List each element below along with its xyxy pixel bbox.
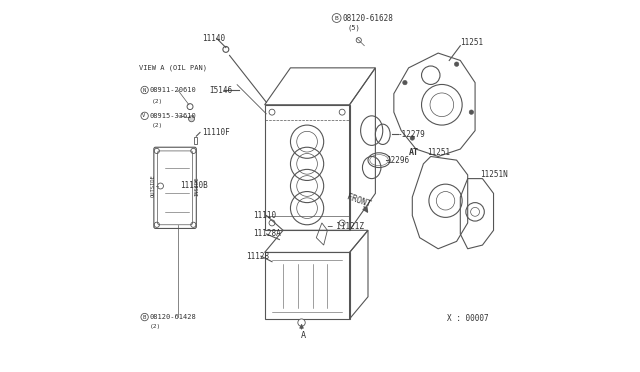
- Text: 08120-61628: 08120-61628: [342, 13, 393, 22]
- Text: 11251: 11251: [427, 148, 450, 157]
- Text: 11140: 11140: [202, 34, 225, 43]
- Text: OUTSIDE: OUTSIDE: [150, 174, 156, 198]
- Text: (5): (5): [348, 25, 360, 31]
- Text: AT: AT: [408, 148, 419, 157]
- Text: I5146: I5146: [209, 86, 232, 94]
- Text: B: B: [334, 16, 338, 20]
- Text: 12296: 12296: [387, 155, 410, 165]
- Text: ─ 11121Z: ─ 11121Z: [328, 222, 364, 231]
- Circle shape: [298, 319, 305, 326]
- Text: 08120-61428: 08120-61428: [149, 314, 196, 320]
- Text: B: B: [142, 315, 145, 320]
- Circle shape: [454, 62, 459, 66]
- Text: 11251: 11251: [460, 38, 483, 46]
- Text: 11128: 11128: [246, 251, 269, 261]
- Circle shape: [356, 38, 362, 43]
- Circle shape: [410, 136, 415, 140]
- Text: VIEW A (OIL PAN): VIEW A (OIL PAN): [139, 65, 207, 71]
- Text: V: V: [142, 113, 145, 118]
- Text: 11110: 11110: [253, 211, 276, 220]
- Text: (2): (2): [152, 99, 163, 103]
- Text: X : 00007: X : 00007: [447, 314, 489, 323]
- Text: 11251N: 11251N: [481, 170, 508, 179]
- Bar: [195, 137, 197, 144]
- Circle shape: [469, 110, 474, 114]
- Text: 08911-20610: 08911-20610: [149, 87, 196, 93]
- Text: (2): (2): [149, 324, 161, 329]
- Circle shape: [189, 116, 195, 122]
- Text: (2): (2): [152, 123, 163, 128]
- Text: FRONT: FRONT: [346, 192, 372, 209]
- Text: 11128A: 11128A: [253, 230, 282, 238]
- Text: 11110B: 11110B: [180, 182, 207, 190]
- Text: 08915-33610: 08915-33610: [149, 113, 196, 119]
- Circle shape: [403, 80, 407, 85]
- Text: A: A: [301, 331, 306, 340]
- Circle shape: [157, 183, 163, 189]
- Text: -12279: -12279: [397, 130, 426, 139]
- Text: 11110F: 11110F: [202, 128, 230, 137]
- Text: N: N: [142, 87, 145, 93]
- Text: INSIDE: INSIDE: [195, 176, 200, 196]
